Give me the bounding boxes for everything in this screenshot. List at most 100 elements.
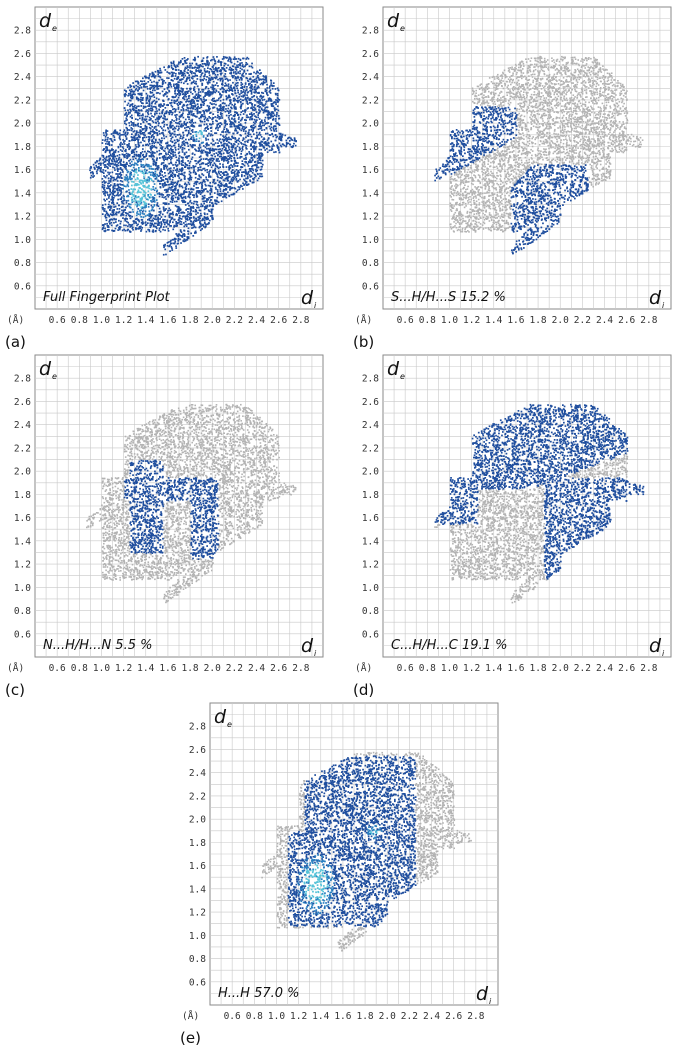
highlight-point <box>243 158 245 160</box>
highlight-point <box>171 114 173 116</box>
highlight-point <box>226 67 228 69</box>
highlight-point <box>255 161 257 163</box>
highlight-point <box>256 135 258 137</box>
highlight-point <box>267 144 269 146</box>
highlight-point <box>222 173 224 175</box>
highlight-point <box>129 193 131 195</box>
highlight-point <box>142 148 144 150</box>
highlight-point <box>278 118 280 120</box>
highlight-point <box>124 129 126 131</box>
highlight-point <box>257 105 259 107</box>
highlight-point <box>245 58 247 60</box>
highlight-point <box>154 77 156 79</box>
highlight-point <box>197 212 199 214</box>
highlight-point <box>197 187 199 189</box>
highlight-point <box>149 95 151 97</box>
highlight-point <box>112 219 114 221</box>
highlight-point <box>138 155 140 157</box>
highlight-point <box>148 176 150 178</box>
highlight-point <box>251 81 253 83</box>
highlight-point <box>162 157 164 159</box>
highlight-point <box>194 183 196 185</box>
highlight-point <box>141 119 143 121</box>
highlight-point <box>260 149 262 151</box>
highlight-point <box>165 119 167 121</box>
highlight-point <box>187 69 189 71</box>
highlight-point <box>189 113 191 115</box>
highlight-point <box>273 82 275 84</box>
highlight-point <box>186 130 188 132</box>
highlight-point <box>236 191 238 193</box>
highlight-point <box>225 82 227 84</box>
highlight-point <box>185 119 187 121</box>
highlight-point <box>122 181 124 183</box>
highlight-point <box>102 159 104 161</box>
highlight-point <box>174 164 176 166</box>
highlight-point <box>275 134 277 136</box>
highlight-point <box>275 140 277 142</box>
highlight-point <box>170 240 172 242</box>
highlight-point <box>269 146 271 148</box>
highlight-point <box>233 178 235 180</box>
highlight-point <box>217 79 219 81</box>
highlight-point <box>210 91 212 93</box>
highlight-point <box>195 211 197 213</box>
highlight-point <box>169 179 171 181</box>
highlight-point <box>146 203 148 205</box>
highlight-point <box>110 222 112 224</box>
highlight-point <box>202 101 204 103</box>
highlight-point <box>142 151 144 153</box>
highlight-point <box>183 63 185 65</box>
highlight-point <box>280 145 282 147</box>
highlight-point <box>192 206 194 208</box>
highlight-point <box>214 149 216 151</box>
highlight-point <box>242 146 244 148</box>
highlight-point <box>150 110 152 112</box>
highlight-point <box>135 158 137 160</box>
highlight-point <box>202 162 204 164</box>
highlight-point <box>150 222 152 224</box>
highlight-point <box>217 127 219 129</box>
highlight-point <box>234 104 236 106</box>
highlight-point <box>173 189 175 191</box>
highlight-point <box>143 207 145 209</box>
highlight-point <box>241 143 243 145</box>
highlight-point <box>168 208 170 210</box>
highlight-point <box>235 125 237 127</box>
highlight-point <box>234 144 236 146</box>
highlight-point <box>220 142 222 144</box>
highlight-point <box>193 137 195 139</box>
highlight-point <box>226 105 228 107</box>
highlight-point <box>280 139 282 141</box>
highlight-point <box>167 245 169 247</box>
highlight-point <box>209 152 211 154</box>
highlight-point <box>245 62 247 64</box>
highlight-point <box>258 154 260 156</box>
highlight-point <box>217 180 219 182</box>
highlight-point <box>182 72 184 74</box>
highlight-point <box>200 131 202 133</box>
highlight-point <box>145 155 147 157</box>
highlight-point <box>220 174 222 176</box>
highlight-point <box>172 172 174 174</box>
highlight-point <box>175 197 177 199</box>
highlight-point <box>168 168 170 170</box>
highlight-point <box>171 63 173 65</box>
highlight-point <box>142 159 144 161</box>
highlight-point <box>229 176 231 178</box>
highlight-point <box>129 226 131 228</box>
highlight-point <box>207 67 209 69</box>
highlight-point <box>172 68 174 70</box>
highlight-point <box>181 223 183 225</box>
highlight-point <box>241 74 243 76</box>
highlight-point <box>188 188 190 190</box>
highlight-point <box>207 179 209 181</box>
highlight-point <box>123 148 125 150</box>
highlight-point <box>244 71 246 73</box>
highlight-point <box>181 144 183 146</box>
highlight-point <box>204 68 206 70</box>
highlight-point <box>192 235 194 237</box>
highlight-point <box>235 73 237 75</box>
highlight-point <box>150 174 152 176</box>
highlight-point <box>208 173 210 175</box>
